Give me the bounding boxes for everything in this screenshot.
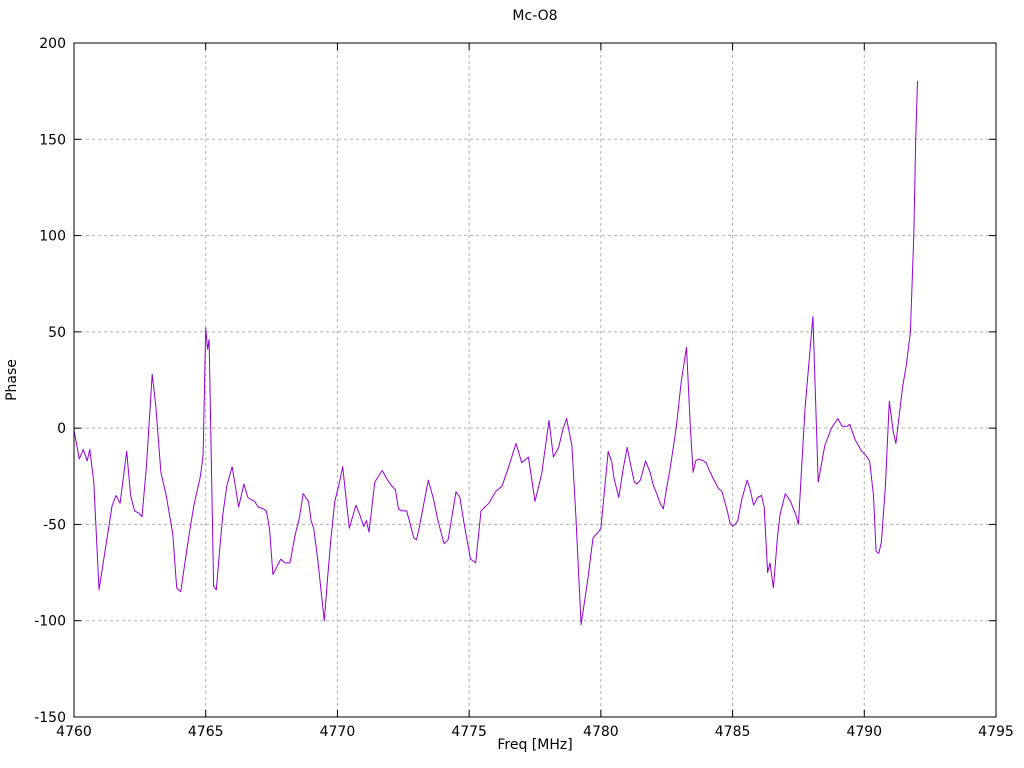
x-tick-label: 4780 bbox=[583, 724, 619, 740]
x-tick-label: 4765 bbox=[188, 724, 224, 740]
y-tick-label: 150 bbox=[39, 132, 66, 148]
x-tick-label: 4785 bbox=[715, 724, 751, 740]
x-tick-label: 4770 bbox=[320, 724, 356, 740]
tick-label-layer: 4760 4765 4770 4775 4780 4785 4790 4795 -150 -100… bbox=[34, 36, 1014, 740]
x-tick-label: 4760 bbox=[56, 724, 92, 740]
x-tick-label: 4795 bbox=[978, 724, 1014, 740]
grid-layer bbox=[73, 42, 997, 718]
tick-layer bbox=[73, 42, 997, 718]
y-tick-label: 100 bbox=[39, 229, 66, 245]
plot-border bbox=[73, 42, 997, 718]
x-tick-label: 4775 bbox=[451, 724, 487, 740]
x-tick-label: 4790 bbox=[846, 724, 882, 740]
phase-line bbox=[73, 81, 918, 626]
y-tick-label: -100 bbox=[34, 614, 66, 630]
y-axis-label: Phase bbox=[4, 359, 20, 401]
y-tick-label: 0 bbox=[57, 421, 66, 437]
chart-title: Mc-O8 bbox=[512, 8, 557, 24]
y-tick-label: 200 bbox=[39, 36, 66, 52]
y-tick-label: -50 bbox=[43, 517, 66, 533]
x-axis-label: Freq [MHz] bbox=[497, 737, 572, 753]
y-tick-label: -150 bbox=[34, 710, 66, 726]
series-layer bbox=[73, 81, 918, 626]
y-tick-label: 50 bbox=[48, 325, 66, 341]
